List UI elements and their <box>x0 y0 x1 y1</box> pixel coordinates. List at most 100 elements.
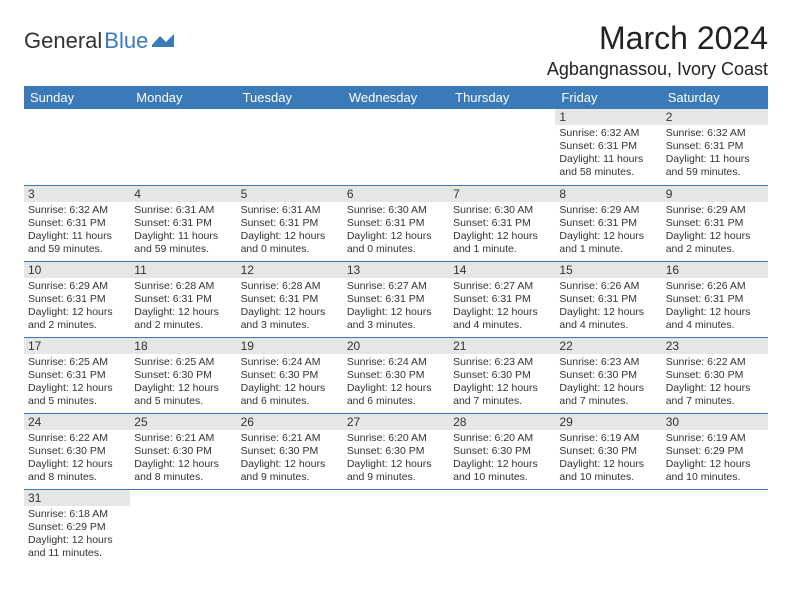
calendar-day-cell: 17Sunrise: 6:25 AMSunset: 6:31 PMDayligh… <box>24 337 130 413</box>
day-number: 23 <box>662 338 768 354</box>
day-number: 25 <box>130 414 236 430</box>
location-subtitle: Agbangnassou, Ivory Coast <box>547 59 768 80</box>
day-number: 16 <box>662 262 768 278</box>
calendar-day-cell: 31Sunrise: 6:18 AMSunset: 6:29 PMDayligh… <box>24 489 130 565</box>
calendar-day-cell: 9Sunrise: 6:29 AMSunset: 6:31 PMDaylight… <box>662 185 768 261</box>
title-block: March 2024 Agbangnassou, Ivory Coast <box>547 20 768 80</box>
calendar-empty-cell <box>449 109 555 185</box>
day-number: 24 <box>24 414 130 430</box>
calendar-day-cell: 28Sunrise: 6:20 AMSunset: 6:30 PMDayligh… <box>449 413 555 489</box>
calendar-day-cell: 11Sunrise: 6:28 AMSunset: 6:31 PMDayligh… <box>130 261 236 337</box>
weekday-header: Monday <box>130 86 236 109</box>
day-number: 31 <box>24 490 130 506</box>
weekday-header: Friday <box>555 86 661 109</box>
logo: GeneralBlue <box>24 28 174 54</box>
day-details: Sunrise: 6:30 AMSunset: 6:31 PMDaylight:… <box>449 202 555 260</box>
day-details: Sunrise: 6:21 AMSunset: 6:30 PMDaylight:… <box>237 430 343 488</box>
calendar-day-cell: 6Sunrise: 6:30 AMSunset: 6:31 PMDaylight… <box>343 185 449 261</box>
day-details: Sunrise: 6:21 AMSunset: 6:30 PMDaylight:… <box>130 430 236 488</box>
day-details: Sunrise: 6:25 AMSunset: 6:31 PMDaylight:… <box>24 354 130 412</box>
day-number: 7 <box>449 186 555 202</box>
day-details: Sunrise: 6:20 AMSunset: 6:30 PMDaylight:… <box>343 430 449 488</box>
calendar-day-cell: 29Sunrise: 6:19 AMSunset: 6:30 PMDayligh… <box>555 413 661 489</box>
day-number: 8 <box>555 186 661 202</box>
calendar-day-cell: 12Sunrise: 6:28 AMSunset: 6:31 PMDayligh… <box>237 261 343 337</box>
logo-text-blue: Blue <box>104 28 148 54</box>
day-number: 3 <box>24 186 130 202</box>
calendar-week-row: 10Sunrise: 6:29 AMSunset: 6:31 PMDayligh… <box>24 261 768 337</box>
calendar-empty-cell <box>237 109 343 185</box>
day-number: 17 <box>24 338 130 354</box>
day-number: 26 <box>237 414 343 430</box>
day-number: 10 <box>24 262 130 278</box>
weekday-header: Tuesday <box>237 86 343 109</box>
page-title: March 2024 <box>547 20 768 57</box>
calendar-day-cell: 30Sunrise: 6:19 AMSunset: 6:29 PMDayligh… <box>662 413 768 489</box>
calendar-day-cell: 16Sunrise: 6:26 AMSunset: 6:31 PMDayligh… <box>662 261 768 337</box>
calendar-empty-cell <box>24 109 130 185</box>
calendar-day-cell: 24Sunrise: 6:22 AMSunset: 6:30 PMDayligh… <box>24 413 130 489</box>
day-details: Sunrise: 6:32 AMSunset: 6:31 PMDaylight:… <box>662 125 768 183</box>
header: GeneralBlue March 2024 Agbangnassou, Ivo… <box>24 20 768 80</box>
calendar-empty-cell <box>343 109 449 185</box>
day-number: 29 <box>555 414 661 430</box>
logo-text-general: General <box>24 28 102 54</box>
day-details: Sunrise: 6:29 AMSunset: 6:31 PMDaylight:… <box>555 202 661 260</box>
day-number: 6 <box>343 186 449 202</box>
day-details: Sunrise: 6:31 AMSunset: 6:31 PMDaylight:… <box>237 202 343 260</box>
calendar-body: 1Sunrise: 6:32 AMSunset: 6:31 PMDaylight… <box>24 109 768 565</box>
calendar-week-row: 1Sunrise: 6:32 AMSunset: 6:31 PMDaylight… <box>24 109 768 185</box>
calendar-empty-cell <box>449 489 555 565</box>
day-details: Sunrise: 6:27 AMSunset: 6:31 PMDaylight:… <box>449 278 555 336</box>
weekday-header: Wednesday <box>343 86 449 109</box>
day-details: Sunrise: 6:32 AMSunset: 6:31 PMDaylight:… <box>555 125 661 183</box>
weekday-header: Saturday <box>662 86 768 109</box>
calendar-empty-cell <box>662 489 768 565</box>
day-details: Sunrise: 6:22 AMSunset: 6:30 PMDaylight:… <box>24 430 130 488</box>
day-details: Sunrise: 6:29 AMSunset: 6:31 PMDaylight:… <box>24 278 130 336</box>
day-details: Sunrise: 6:19 AMSunset: 6:29 PMDaylight:… <box>662 430 768 488</box>
flag-icon <box>152 31 174 52</box>
day-number: 20 <box>343 338 449 354</box>
day-details: Sunrise: 6:27 AMSunset: 6:31 PMDaylight:… <box>343 278 449 336</box>
calendar-day-cell: 2Sunrise: 6:32 AMSunset: 6:31 PMDaylight… <box>662 109 768 185</box>
calendar-day-cell: 13Sunrise: 6:27 AMSunset: 6:31 PMDayligh… <box>343 261 449 337</box>
calendar-week-row: 17Sunrise: 6:25 AMSunset: 6:31 PMDayligh… <box>24 337 768 413</box>
day-number: 13 <box>343 262 449 278</box>
day-details: Sunrise: 6:30 AMSunset: 6:31 PMDaylight:… <box>343 202 449 260</box>
day-number: 18 <box>130 338 236 354</box>
calendar-day-cell: 4Sunrise: 6:31 AMSunset: 6:31 PMDaylight… <box>130 185 236 261</box>
weekday-header: Sunday <box>24 86 130 109</box>
day-details: Sunrise: 6:31 AMSunset: 6:31 PMDaylight:… <box>130 202 236 260</box>
day-number: 28 <box>449 414 555 430</box>
calendar-day-cell: 22Sunrise: 6:23 AMSunset: 6:30 PMDayligh… <box>555 337 661 413</box>
day-details: Sunrise: 6:20 AMSunset: 6:30 PMDaylight:… <box>449 430 555 488</box>
calendar-day-cell: 7Sunrise: 6:30 AMSunset: 6:31 PMDaylight… <box>449 185 555 261</box>
day-details: Sunrise: 6:24 AMSunset: 6:30 PMDaylight:… <box>237 354 343 412</box>
day-details: Sunrise: 6:18 AMSunset: 6:29 PMDaylight:… <box>24 506 130 564</box>
calendar-header: SundayMondayTuesdayWednesdayThursdayFrid… <box>24 86 768 109</box>
calendar-day-cell: 15Sunrise: 6:26 AMSunset: 6:31 PMDayligh… <box>555 261 661 337</box>
calendar-empty-cell <box>555 489 661 565</box>
calendar-empty-cell <box>343 489 449 565</box>
day-number: 11 <box>130 262 236 278</box>
calendar-day-cell: 26Sunrise: 6:21 AMSunset: 6:30 PMDayligh… <box>237 413 343 489</box>
day-number: 1 <box>555 109 661 125</box>
day-details: Sunrise: 6:24 AMSunset: 6:30 PMDaylight:… <box>343 354 449 412</box>
calendar-day-cell: 20Sunrise: 6:24 AMSunset: 6:30 PMDayligh… <box>343 337 449 413</box>
day-details: Sunrise: 6:28 AMSunset: 6:31 PMDaylight:… <box>130 278 236 336</box>
calendar-day-cell: 18Sunrise: 6:25 AMSunset: 6:30 PMDayligh… <box>130 337 236 413</box>
day-details: Sunrise: 6:26 AMSunset: 6:31 PMDaylight:… <box>662 278 768 336</box>
weekday-header: Thursday <box>449 86 555 109</box>
day-details: Sunrise: 6:23 AMSunset: 6:30 PMDaylight:… <box>555 354 661 412</box>
day-number: 21 <box>449 338 555 354</box>
day-number: 4 <box>130 186 236 202</box>
day-details: Sunrise: 6:22 AMSunset: 6:30 PMDaylight:… <box>662 354 768 412</box>
calendar-day-cell: 19Sunrise: 6:24 AMSunset: 6:30 PMDayligh… <box>237 337 343 413</box>
day-number: 12 <box>237 262 343 278</box>
day-details: Sunrise: 6:19 AMSunset: 6:30 PMDaylight:… <box>555 430 661 488</box>
day-number: 27 <box>343 414 449 430</box>
calendar-day-cell: 27Sunrise: 6:20 AMSunset: 6:30 PMDayligh… <box>343 413 449 489</box>
day-details: Sunrise: 6:26 AMSunset: 6:31 PMDaylight:… <box>555 278 661 336</box>
calendar-empty-cell <box>237 489 343 565</box>
